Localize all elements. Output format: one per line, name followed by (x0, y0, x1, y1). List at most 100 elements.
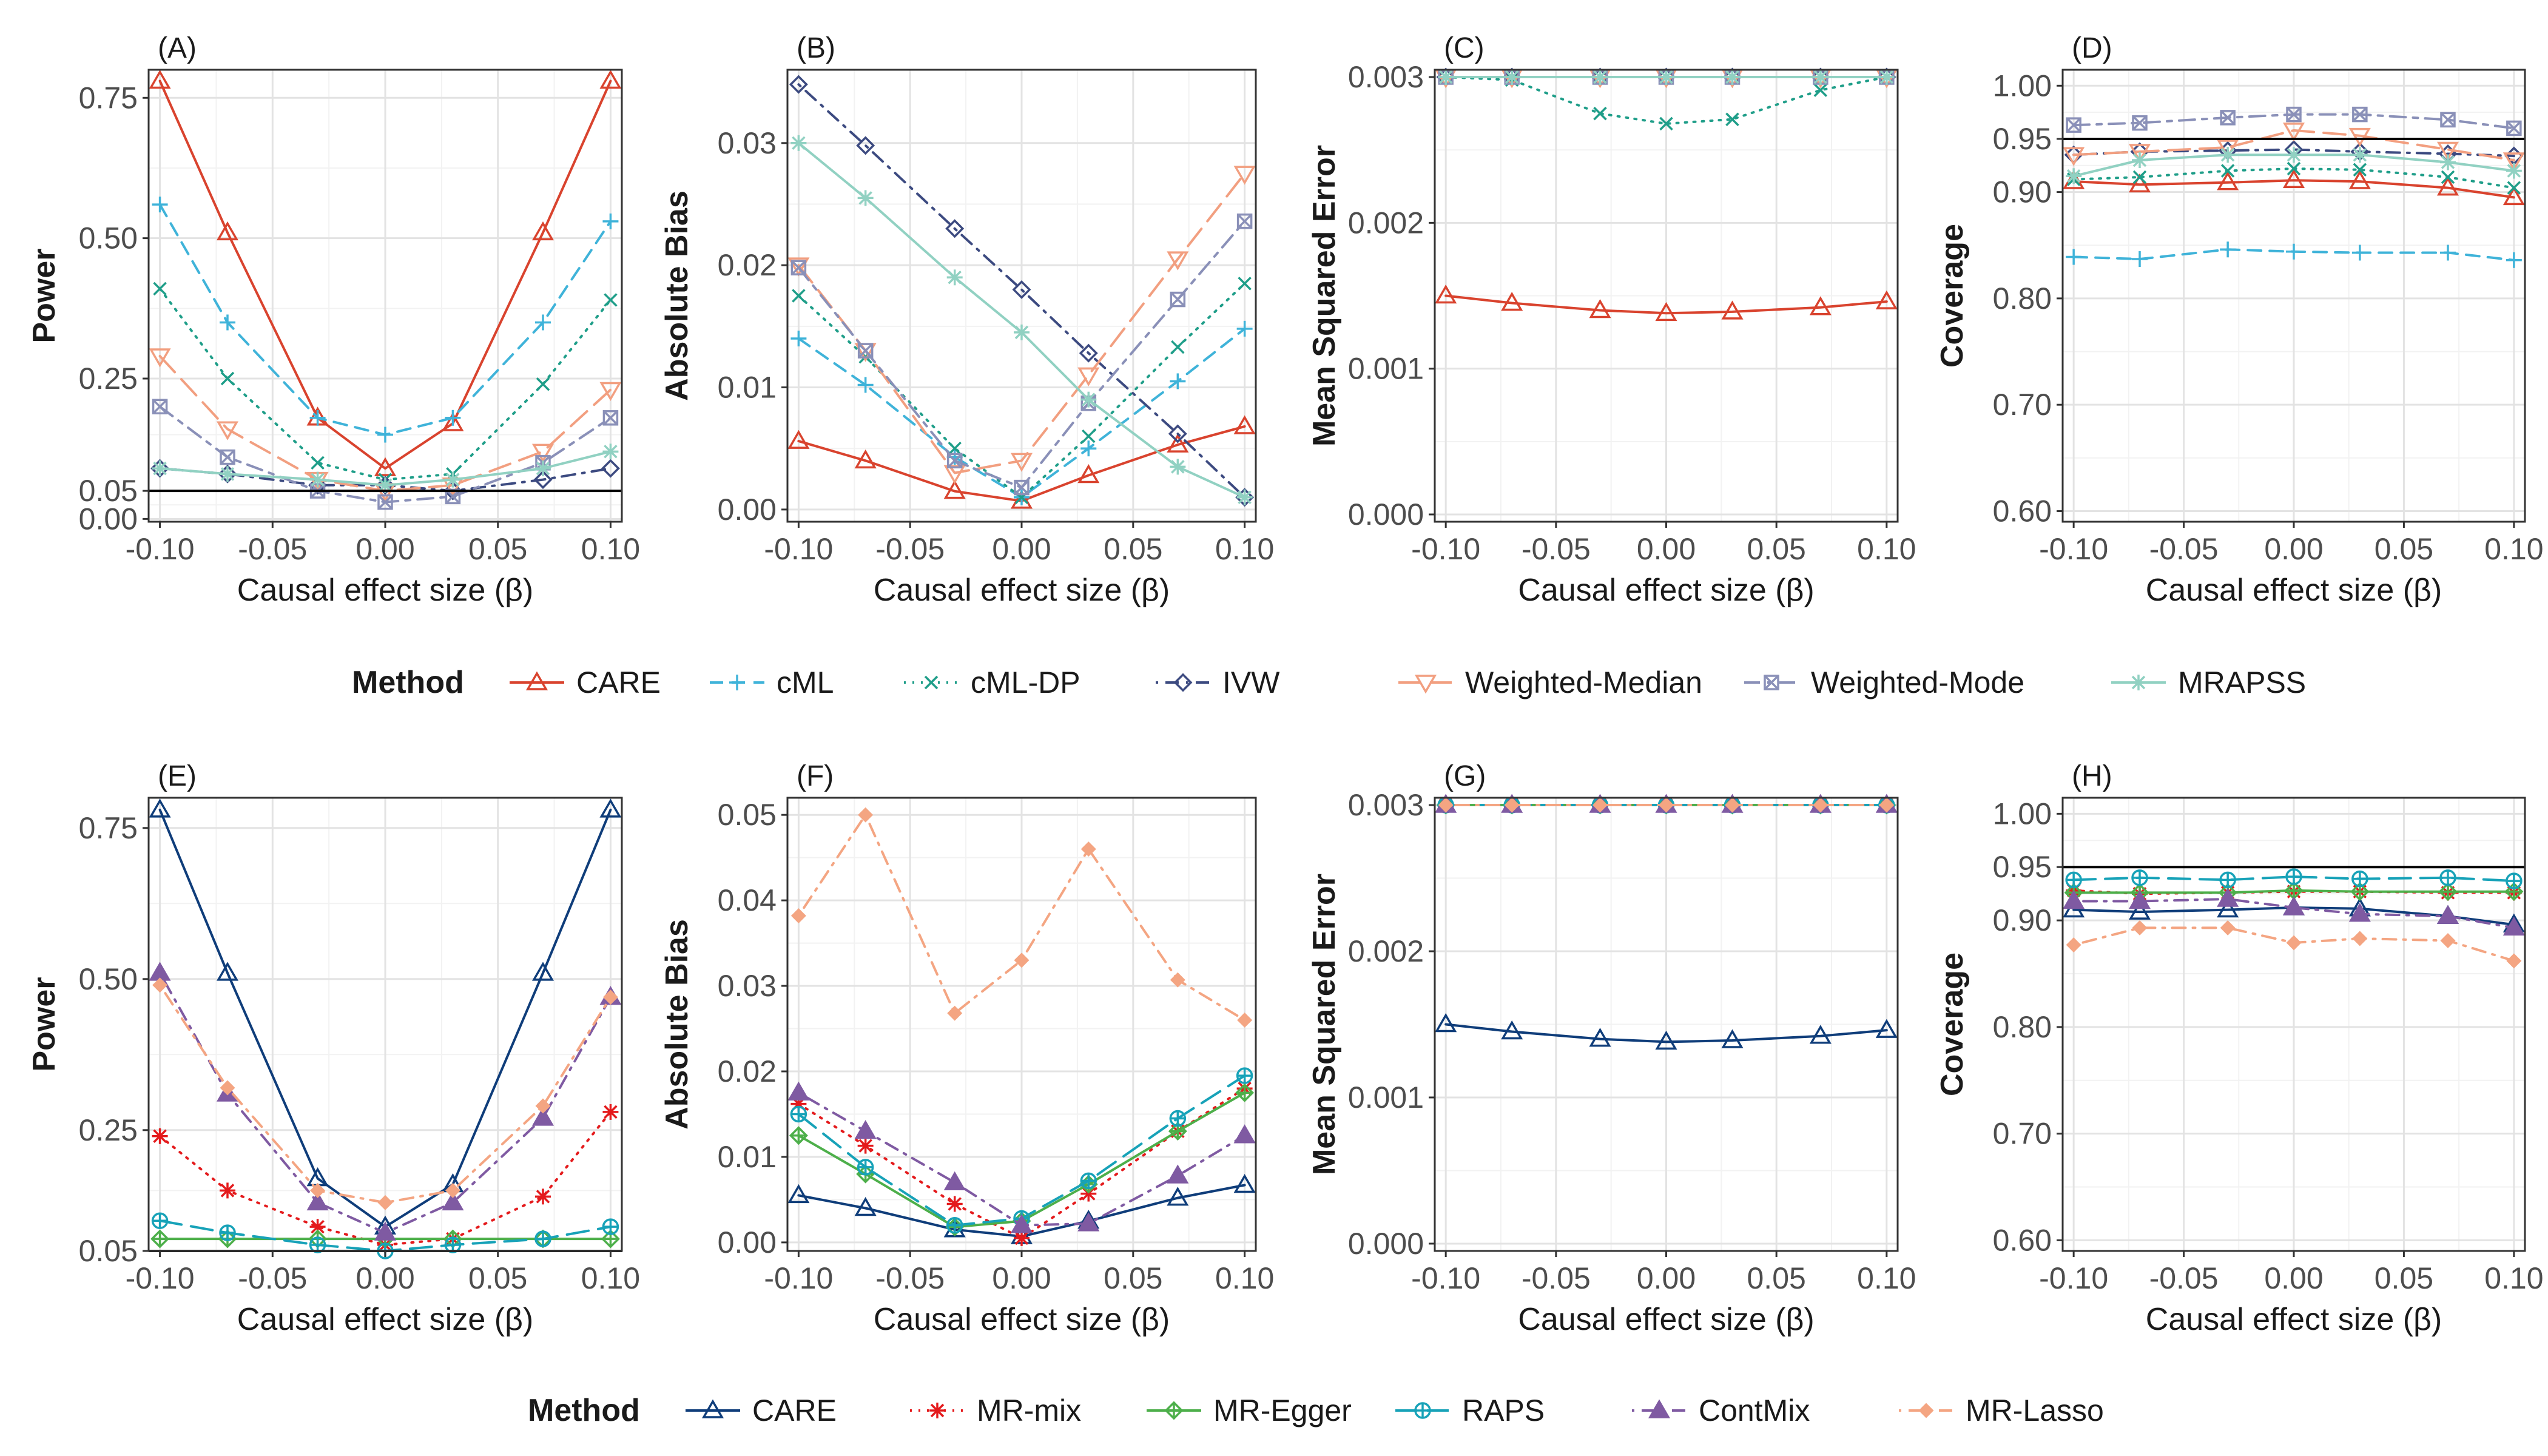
x-tick-label: -0.10 (126, 1261, 195, 1295)
data-point (2219, 871, 2236, 889)
series-mrapss (2066, 147, 2522, 184)
data-point (1082, 429, 1096, 443)
data-point (220, 1182, 235, 1199)
legend-item-cml: cML (710, 666, 834, 699)
data-point (536, 377, 550, 391)
series-weighted-mode (2066, 106, 2522, 136)
panel-tag: (H) (2072, 760, 2112, 792)
data-point (1014, 952, 1030, 968)
data-point (1659, 116, 1673, 131)
x-tick-label: -0.05 (875, 532, 945, 566)
legend-label: MRAPSS (2178, 666, 2306, 699)
data-point (220, 466, 235, 482)
data-point (2502, 186, 2525, 206)
y-tick-label: 0.60 (1993, 494, 2052, 528)
legend-label: cML (777, 666, 834, 699)
series-line (2072, 179, 2515, 199)
legend-key-marker (1164, 1401, 1184, 1420)
y-tick-label: 0.80 (1993, 1010, 2052, 1044)
legend-item-mrapss: MRAPSS (2111, 666, 2306, 699)
data-point (2502, 152, 2525, 172)
series-cml (152, 197, 619, 443)
data-point (1237, 1012, 1253, 1028)
data-point (599, 382, 622, 402)
data-point (1438, 69, 1454, 86)
x-tick-label: 0.05 (468, 532, 527, 566)
y-tick-label: 0.25 (79, 1113, 138, 1147)
y-tick-label: 0.90 (1993, 175, 2052, 209)
x-tick-label: 0.10 (1857, 532, 1916, 566)
data-point (1589, 299, 1611, 318)
legend-item-mr-egger: MR-Egger (1147, 1394, 1352, 1427)
legend-label: MR-Egger (1213, 1394, 1352, 1427)
data-point (1721, 1029, 1744, 1048)
data-point (310, 1182, 326, 1198)
y-tick-label: 0.001 (1348, 352, 1424, 386)
legend-label: CARE (576, 666, 661, 699)
data-point (2128, 900, 2151, 920)
data-point (1504, 797, 1520, 813)
data-point (1233, 1124, 1256, 1144)
panel-g: 0.000 0.001 0.002 0.003 -0.10 -0.05 0.00 0.05 0.… (1307, 760, 1916, 1337)
data-point (1080, 440, 1097, 457)
series-line (797, 83, 1246, 499)
x-tick-label: -0.10 (1411, 532, 1480, 566)
y-tick-label: 0.02 (718, 248, 777, 282)
data-point (2436, 177, 2459, 196)
series-mrapss (1438, 69, 1895, 86)
data-point (220, 371, 235, 386)
data-point (2128, 173, 2151, 193)
legend-key-marker (2131, 675, 2146, 690)
series-weighted-median (2063, 123, 2525, 172)
x-tick-label: 0.00 (356, 532, 414, 566)
x-tick-label: 0.00 (2264, 1261, 2323, 1295)
data-point (1813, 797, 1828, 813)
legend-bottom: Method CARE MR-mix MR-Egger RAPS ContMix MR-La… (528, 1393, 2104, 1428)
data-point (604, 293, 618, 307)
data-point (2506, 252, 2522, 268)
x-axis-title: Causal effect size (β) (874, 573, 1170, 608)
x-tick-label: -0.10 (126, 532, 195, 566)
x-tick-label: 0.10 (2484, 532, 2543, 566)
legend-item-mr-lasso: MR-Lasso (1899, 1394, 2104, 1427)
x-tick-label: -0.05 (1522, 532, 1591, 566)
y-axis-title: Coverage (1935, 224, 1970, 368)
data-point (216, 221, 239, 241)
legend-item-mr-mix: MR-mix (910, 1394, 1081, 1427)
data-point (789, 75, 808, 94)
y-tick-label: 0.75 (79, 81, 138, 115)
data-point (2287, 161, 2301, 176)
data-point (2351, 870, 2368, 888)
data-point (856, 136, 875, 155)
legend-label: IVW (1222, 666, 1280, 699)
data-point (857, 190, 874, 206)
x-tick-label: -0.10 (764, 532, 833, 566)
data-point (1080, 391, 1097, 408)
y-tick-label: 0.75 (79, 811, 138, 845)
data-point (1236, 1067, 1253, 1084)
data-point (2348, 127, 2371, 147)
data-point (377, 494, 393, 510)
y-tick-label: 0.05 (79, 474, 138, 508)
legend-key-marker (1414, 675, 1437, 694)
data-point (2220, 147, 2236, 163)
data-point (1438, 797, 1454, 813)
panel-tag: (C) (1444, 32, 1485, 64)
data-point (946, 453, 963, 469)
data-point (602, 443, 619, 460)
data-point (2217, 171, 2239, 190)
data-point (2506, 120, 2522, 136)
panel-b: 0.00 0.01 0.02 0.03 -0.10 -0.05 0.00 0.05 0.10 Ca… (659, 32, 1274, 608)
data-point (1012, 280, 1031, 299)
x-axis-title: Causal effect size (β) (2146, 1302, 2442, 1337)
y-axis-title: Coverage (1935, 952, 1970, 1096)
data-point (152, 460, 168, 477)
y-axis-title: Absolute Bias (659, 919, 695, 1130)
data-point (1170, 459, 1186, 475)
data-point (445, 1182, 460, 1198)
data-point (854, 1120, 877, 1139)
data-point (2286, 106, 2302, 123)
data-point (1724, 69, 1741, 86)
data-point (2286, 935, 2302, 951)
legend-item-weighted-median: Weighted-Median (1398, 666, 1702, 699)
